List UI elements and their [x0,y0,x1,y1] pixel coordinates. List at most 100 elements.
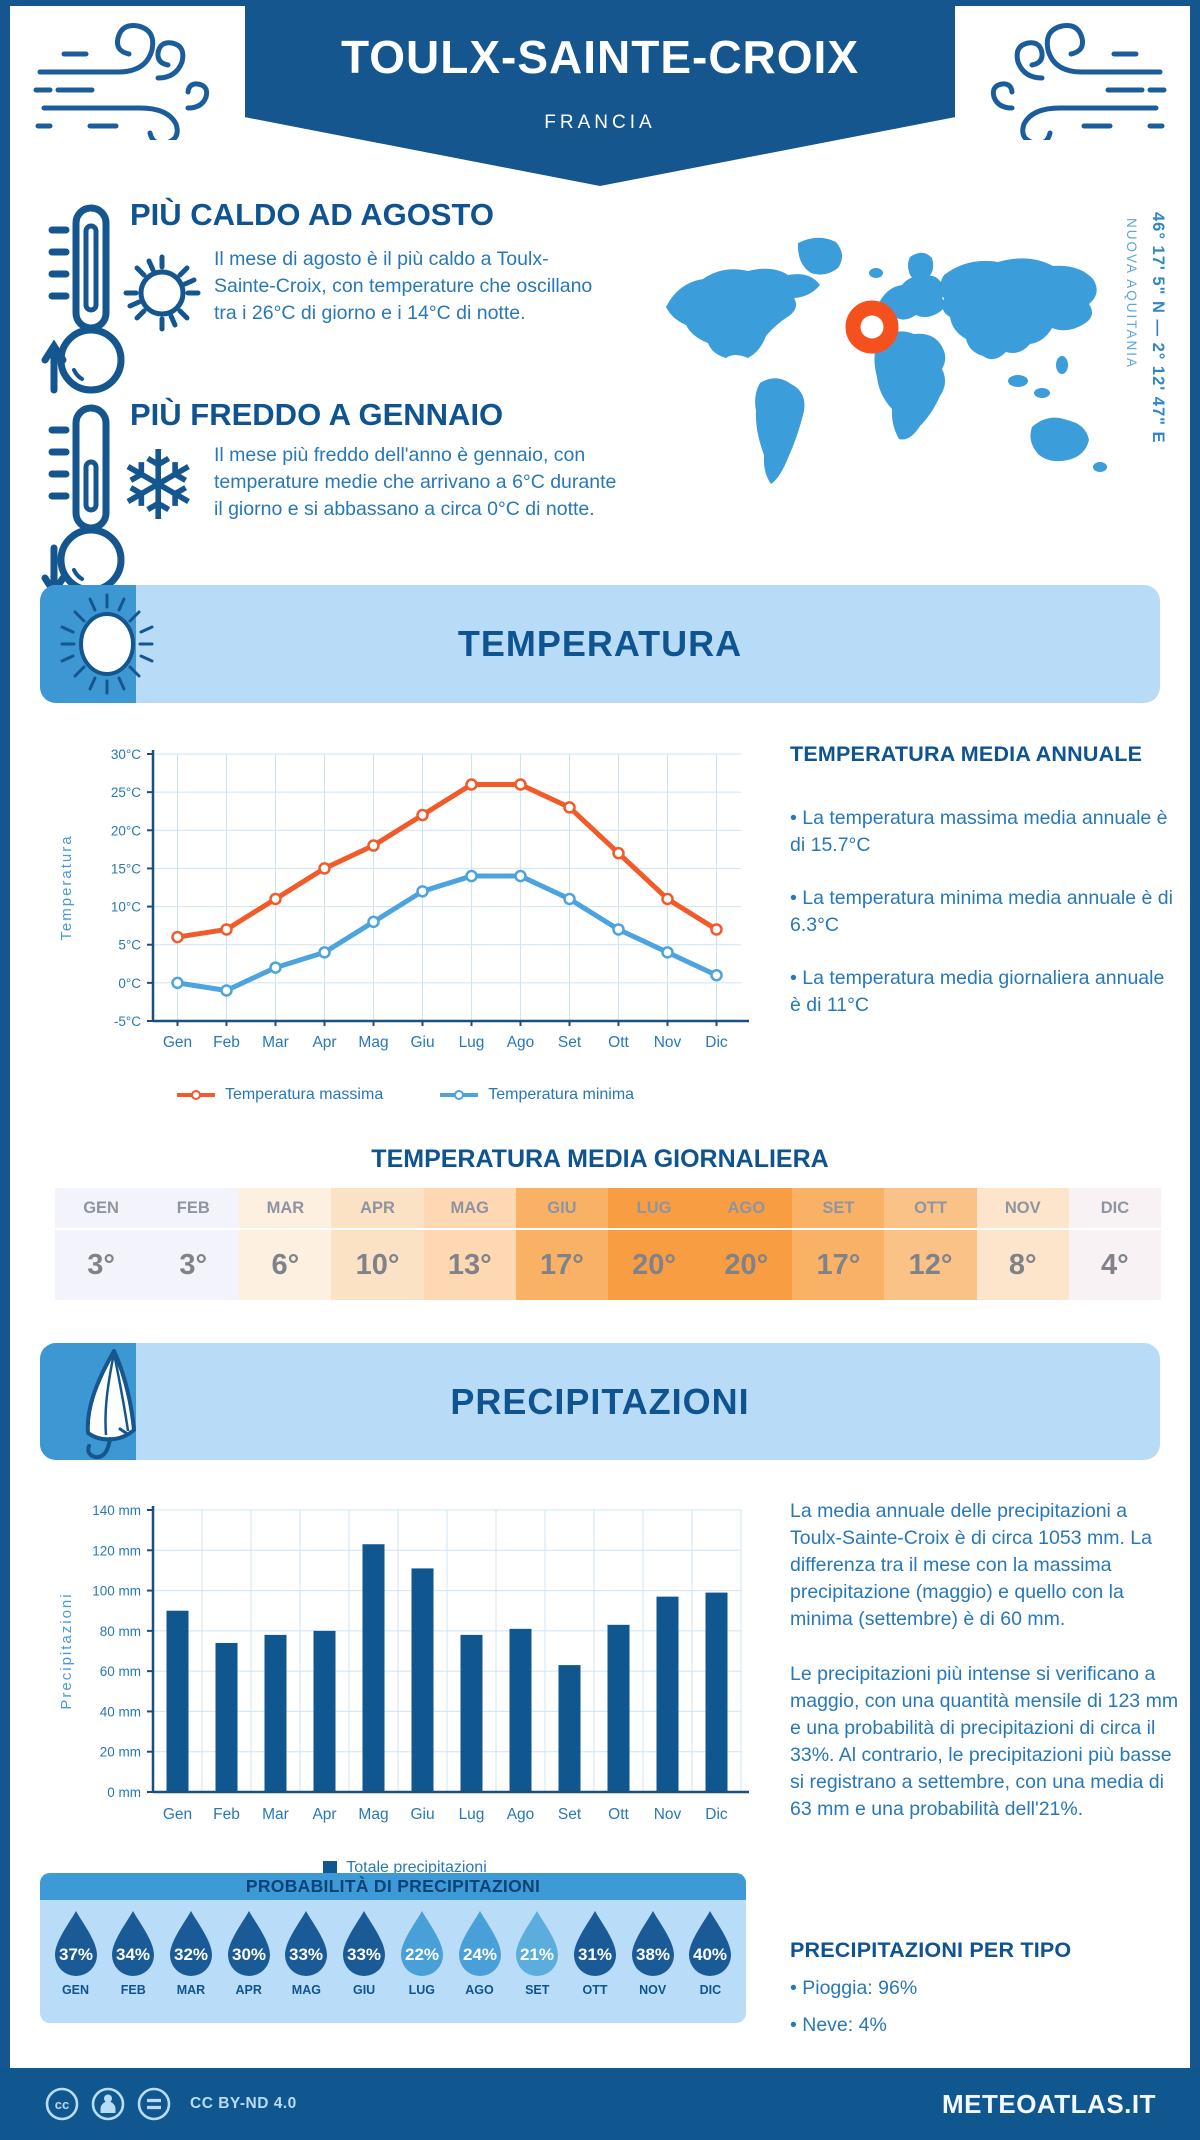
y-tick-label: 5°C [118,938,141,953]
annual-bullet: • La temperatura massima media annuale è… [790,807,1168,856]
y-tick-label: 30°C [111,747,141,762]
data-point [367,839,380,852]
hottest-text: Il mese di agosto è il più caldo a Toulx… [214,248,593,324]
y-tick-label: 25°C [111,785,141,800]
legend-marker [440,1090,479,1100]
table-value-cell: 3° [147,1230,240,1300]
table-month-cell: GIU [515,1188,608,1230]
data-point [416,885,429,898]
y-tick-label: 40 mm [100,1704,141,1719]
droplet-month-label: GIU [352,1983,376,1997]
svg-text:cc: cc [55,2097,69,2112]
x-tick-label: Feb [213,1806,240,1823]
daily-temperature-table: GEN FEB MAR APR MAG GIU LUG AGO SET OTT NOV DIC 3° 3… [55,1188,1161,1300]
droplet-icon: 37% [54,1911,97,1976]
site-logo: METEOATLAS.IT [941,2088,1156,2119]
series-line [175,782,719,940]
bar [656,1596,679,1792]
svg-text:40%: 40% [693,1945,727,1964]
droplet-month-label: NOV [639,1983,667,1997]
page-border-left [0,0,10,2140]
data-point [269,961,282,974]
map-region-label: NUOVA AQUITANIA [1124,218,1139,370]
legend-swatch [323,1861,338,1875]
data-point [514,869,527,883]
droplet-month-label: LUG [408,1983,435,1997]
bar [509,1628,532,1792]
data-point [661,946,674,959]
series-line [175,873,719,993]
temperature-line-chart: Gen Feb Mar Apr Mag Giu Lug Ago Set Ott Nov Dic -5°C… [58,747,749,1051]
droplet-icon: 40% [689,1911,732,1976]
temperature-band-title: TEMPERATURA [457,623,743,664]
y-tick-label: 140 mm [92,1503,141,1518]
data-point [318,946,331,959]
svg-text:34%: 34% [116,1945,150,1964]
snowflake-icon: ❄ [118,433,199,540]
table-month-cell: APR [331,1188,424,1230]
svg-text:38%: 38% [636,1945,670,1964]
droplet-month-label: GEN [61,1983,90,1997]
wind-icon [33,23,210,140]
droplet-month-label: FEB [120,1983,146,1997]
bar [607,1624,630,1792]
annual-temperature-heading: TEMPERATURA MEDIA ANNUALE [790,742,1143,766]
x-tick-label: Ott [608,1806,629,1823]
data-point [514,778,527,791]
x-tick-label: Giu [410,1806,434,1823]
y-tick-label: 15°C [111,861,141,876]
x-tick-label: Dic [705,1034,728,1051]
x-tick-label: Mag [358,1034,388,1051]
y-tick-label: 0°C [118,976,141,991]
svg-text:33%: 33% [289,1945,323,1964]
thermometer-up-icon [41,204,125,394]
y-axis-label: Temperatura [58,834,75,940]
legend-marker [176,1090,215,1100]
y-tick-label: 100 mm [92,1584,141,1599]
svg-text:21%: 21% [520,1945,554,1964]
data-point [661,892,674,906]
y-tick-label: -5°C [114,1014,141,1029]
table-value-cell: 6° [239,1230,332,1300]
page-border-right [1190,0,1200,2140]
x-tick-label: Dic [705,1806,728,1823]
droplet-icon: 34% [112,1911,155,1976]
table-value-cell: 20° [607,1230,701,1300]
temperature-legend: Temperatura massima Temperatura minima [55,1086,755,1104]
x-tick-label: Set [558,1034,582,1051]
data-point [465,778,478,791]
data-point [171,976,184,990]
data-point [563,801,576,814]
precipitation-by-type-panel: PRECIPITAZIONI PER TIPO • Pioggia: 96% •… [790,1938,1180,2049]
droplet-icon: 33% [285,1911,328,1976]
x-tick-label: Mar [262,1034,289,1051]
table-value-cell: 13° [423,1230,516,1300]
droplet-icon: 31% [573,1911,616,1976]
x-tick-label: Ago [507,1034,535,1051]
page-title: TOULX-SAINTE-CROIX [340,31,860,83]
precipitation-chart: 0 mm 20 mm 40 mm 60 mm 80 mm 100 mm 120 mm 140 … [55,1488,755,1877]
bar [215,1642,238,1792]
page-subtitle: FRANCIA [544,112,656,133]
y-tick-label: 10°C [111,900,141,915]
probability-droplet: 21% SET [510,1908,565,1997]
snow-share: • Neve: 4% [790,2014,887,2036]
table-value-cell: 4° [1068,1230,1161,1300]
no-derivatives-icon [137,2087,171,2121]
precipitation-band-title: PRECIPITAZIONI [450,1381,750,1422]
droplet-icon: 33% [343,1911,386,1976]
droplet-month-label: MAR [176,1983,206,1997]
table-month-cell: DIC [1068,1188,1161,1230]
probability-droplet: 38% NOV [625,1908,680,1997]
x-tick-label: Apr [312,1806,336,1823]
precipitation-paragraph: La media annuale delle precipitazioni a … [790,1500,1152,1630]
svg-text:33%: 33% [347,1945,381,1964]
droplet-icon: 21% [516,1911,559,1976]
precipitation-bar-chart: 0 mm 20 mm 40 mm 60 mm 80 mm 100 mm 120 mm 140 … [58,1503,749,1823]
precipitation-legend: Totale precipitazioni [55,1859,755,1877]
svg-text:37%: 37% [58,1945,92,1964]
precipitation-probability-panel: PROBABILITÀ DI PRECIPITAZIONI 37% GEN 34… [40,1873,746,2023]
probability-droplet: 31% OTT [567,1908,622,1997]
table-value-cell: 8° [976,1230,1069,1300]
